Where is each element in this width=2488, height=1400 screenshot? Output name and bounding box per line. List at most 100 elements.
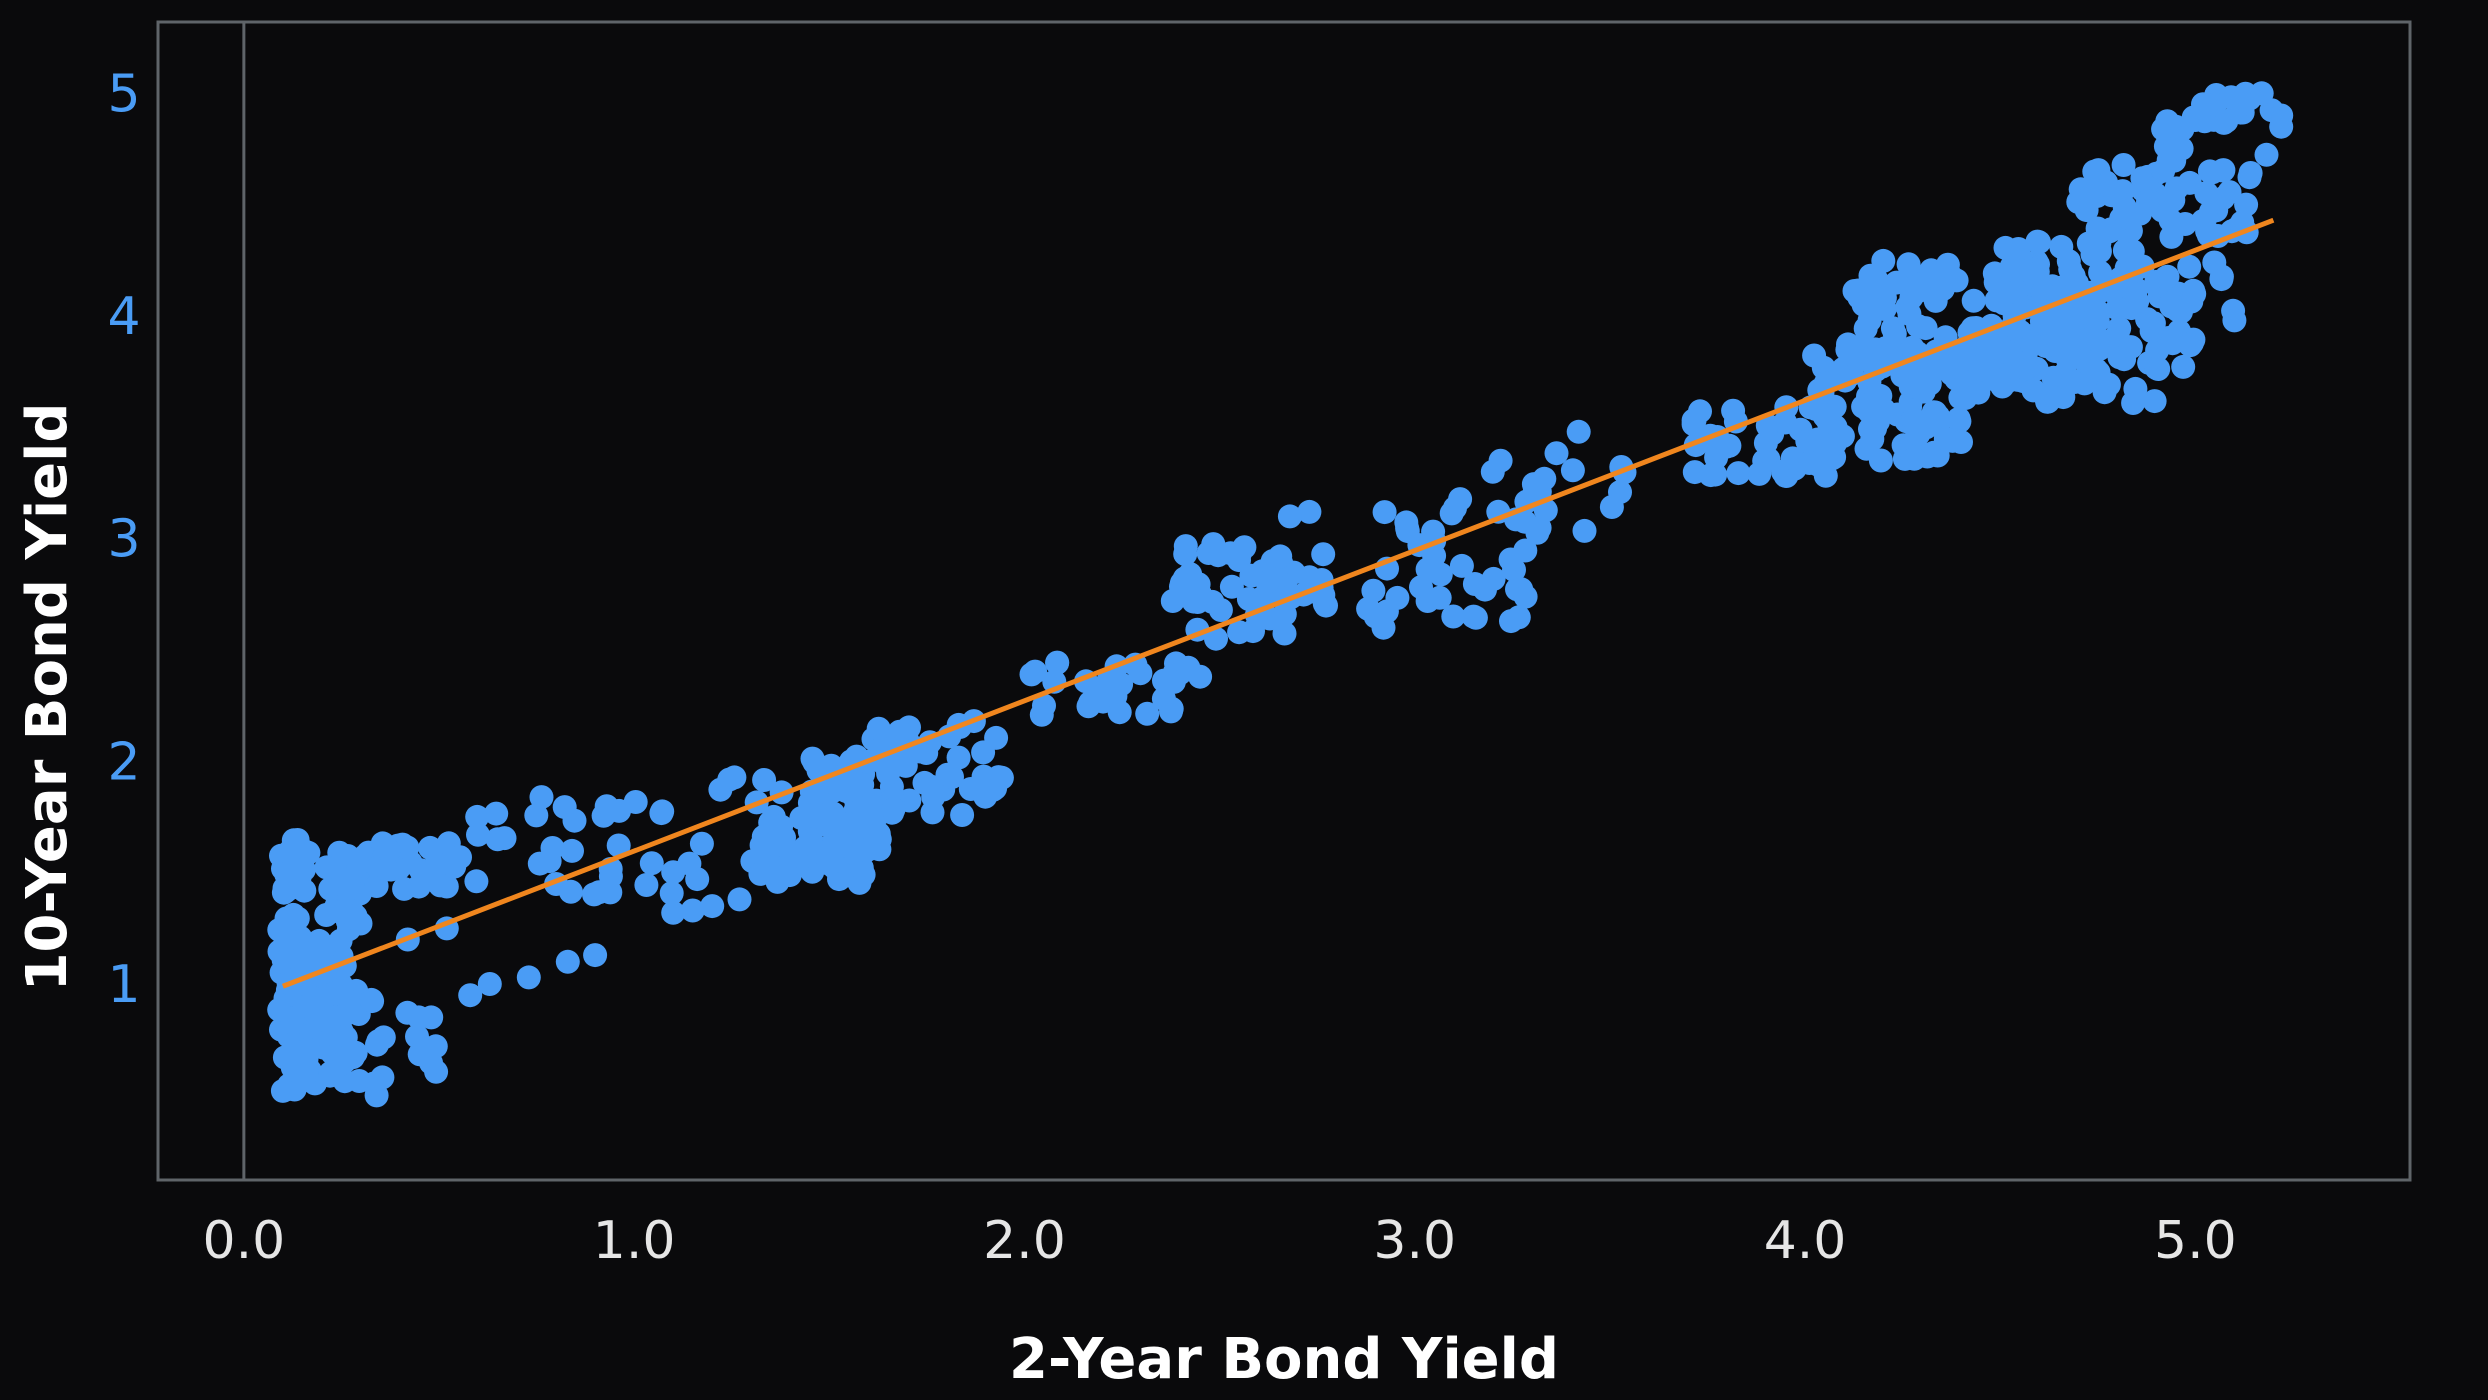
data-point bbox=[2072, 371, 2097, 396]
x-tick-label: 5.0 bbox=[2154, 1211, 2237, 1271]
data-point bbox=[1513, 538, 1538, 563]
data-point bbox=[1372, 500, 1397, 525]
data-point bbox=[425, 851, 450, 876]
data-point bbox=[552, 795, 577, 820]
data-point bbox=[950, 803, 975, 827]
data-point bbox=[360, 989, 385, 1014]
data-point bbox=[1204, 626, 1228, 651]
data-point bbox=[1953, 386, 1978, 411]
data-point bbox=[291, 857, 316, 882]
data-point bbox=[395, 835, 420, 860]
data-point bbox=[529, 785, 554, 810]
data-point bbox=[1544, 441, 1569, 466]
data-point bbox=[798, 831, 823, 856]
data-point bbox=[1488, 448, 1513, 473]
data-point bbox=[292, 878, 317, 903]
data-point bbox=[1961, 288, 1986, 313]
data-point bbox=[2163, 114, 2188, 139]
data-point bbox=[2037, 312, 2062, 337]
data-point bbox=[466, 822, 490, 847]
data-point bbox=[283, 1039, 308, 1064]
data-point bbox=[2234, 192, 2259, 217]
data-point bbox=[299, 950, 324, 975]
data-point bbox=[1297, 499, 1322, 524]
data-point bbox=[1160, 589, 1185, 613]
y-axis-label: 10-Year Bond Yield bbox=[15, 403, 80, 992]
data-point bbox=[333, 1025, 358, 1050]
data-point bbox=[1921, 400, 1946, 425]
data-point bbox=[1836, 332, 1860, 357]
data-point bbox=[2073, 349, 2098, 374]
data-point bbox=[2210, 158, 2235, 183]
data-point bbox=[971, 740, 996, 765]
data-point bbox=[524, 803, 549, 828]
data-point bbox=[887, 719, 912, 744]
data-point bbox=[2179, 331, 2204, 355]
data-point bbox=[1851, 394, 1876, 419]
x-tick-label: 0.0 bbox=[203, 1211, 286, 1271]
data-point bbox=[1159, 699, 1183, 724]
data-point bbox=[1902, 446, 1927, 471]
data-point bbox=[727, 887, 752, 912]
data-point bbox=[2123, 376, 2148, 401]
data-point bbox=[850, 772, 875, 797]
data-point bbox=[1863, 337, 1888, 362]
data-point bbox=[1599, 495, 1624, 519]
data-point bbox=[485, 827, 510, 852]
data-point bbox=[1900, 335, 1925, 360]
data-point bbox=[1236, 587, 1261, 611]
data-point bbox=[689, 831, 714, 856]
data-point bbox=[527, 851, 552, 876]
data-point bbox=[1698, 463, 1723, 488]
data-point bbox=[374, 857, 399, 882]
data-point bbox=[1560, 458, 1585, 483]
data-point bbox=[1812, 404, 1837, 429]
data-point bbox=[365, 1032, 389, 1057]
data-point bbox=[2177, 170, 2202, 195]
data-point bbox=[804, 781, 829, 805]
data-point bbox=[1272, 602, 1297, 627]
data-point bbox=[1773, 410, 1798, 435]
data-point bbox=[1851, 292, 1876, 317]
data-point bbox=[2142, 389, 2167, 414]
data-point bbox=[2202, 92, 2227, 117]
data-point bbox=[1415, 557, 1440, 582]
data-point bbox=[1521, 472, 1546, 497]
data-point bbox=[920, 800, 945, 825]
data-point bbox=[1208, 598, 1233, 622]
data-point bbox=[2003, 279, 2028, 304]
data-point bbox=[458, 983, 483, 1008]
data-point bbox=[2112, 195, 2137, 220]
data-point bbox=[2060, 316, 2085, 341]
data-point bbox=[659, 881, 684, 906]
data-point bbox=[606, 833, 631, 858]
data-point bbox=[1871, 248, 1896, 273]
data-point bbox=[1882, 321, 1907, 346]
data-point bbox=[752, 768, 777, 792]
data-point bbox=[2002, 355, 2027, 380]
data-point bbox=[1944, 268, 1969, 293]
data-point bbox=[2249, 81, 2274, 106]
data-point bbox=[477, 972, 502, 996]
x-tick-label: 2.0 bbox=[983, 1211, 1066, 1271]
data-point bbox=[2136, 188, 2161, 213]
y-tick-label: 5 bbox=[107, 64, 140, 124]
data-point bbox=[2066, 190, 2091, 214]
data-point bbox=[1933, 426, 1958, 451]
data-point bbox=[2269, 114, 2294, 139]
data-point bbox=[346, 851, 371, 876]
data-point bbox=[634, 873, 659, 897]
data-point bbox=[2085, 309, 2110, 333]
data-point bbox=[415, 1036, 440, 1061]
data-point bbox=[2144, 356, 2169, 381]
plot-frame bbox=[156, 20, 2412, 1182]
data-point bbox=[946, 745, 971, 770]
y-tick-label: 1 bbox=[107, 955, 140, 1015]
x-tick-label: 4.0 bbox=[1764, 1211, 1847, 1271]
data-point bbox=[270, 1078, 295, 1103]
data-point bbox=[1227, 620, 1252, 645]
data-point bbox=[1481, 566, 1506, 591]
data-point bbox=[328, 928, 353, 953]
